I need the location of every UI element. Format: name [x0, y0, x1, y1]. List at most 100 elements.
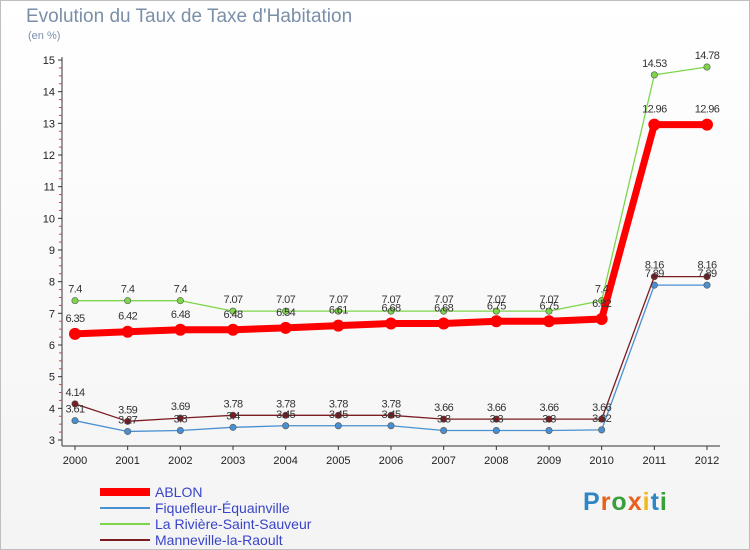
x-tick-label: 2005	[326, 455, 350, 467]
y-tick-label: 10	[43, 213, 55, 225]
series-point-0	[69, 327, 81, 340]
y-tick-label: 9	[49, 245, 55, 257]
series-point-0	[701, 118, 713, 131]
x-tick-label: 2006	[379, 455, 403, 467]
y-tick-label: 14	[43, 87, 55, 99]
data-label: 3.27	[118, 414, 137, 426]
chart-subtitle: (en %)	[28, 30, 61, 42]
series-point-1	[282, 422, 290, 430]
x-tick-label: 2009	[537, 455, 561, 467]
data-label: 3.61	[65, 404, 84, 416]
series-point-2	[387, 307, 395, 315]
data-label: 7.07	[381, 294, 400, 306]
data-label: 14.53	[642, 58, 667, 70]
data-label: 3.4	[226, 410, 240, 422]
data-label: 3.3	[437, 414, 451, 426]
data-label: 8.16	[645, 260, 664, 272]
logo-letter: i	[642, 488, 651, 516]
y-tick-label: 12	[43, 150, 55, 162]
data-label: 3.45	[381, 409, 400, 421]
series-point-0	[279, 321, 292, 334]
series-point-0	[227, 323, 239, 336]
x-tick-label: 2004	[273, 455, 297, 467]
data-label: 3.69	[171, 401, 190, 413]
series-point-0	[543, 315, 555, 328]
data-label: 4.14	[65, 387, 84, 399]
data-label: 12.96	[695, 104, 720, 116]
data-label: 14.78	[695, 50, 720, 62]
logo-letter: x	[627, 488, 643, 516]
series-point-0	[174, 323, 187, 336]
data-label: 12.96	[642, 104, 667, 116]
data-label: 6.75	[539, 300, 558, 312]
series-point-2	[124, 297, 132, 305]
data-label: 3.78	[329, 398, 348, 410]
data-label: 3.66	[487, 402, 506, 414]
x-tick-label: 2001	[115, 455, 139, 467]
data-label: 7.4	[174, 284, 188, 296]
data-label: 7.07	[434, 294, 453, 306]
series-point-0	[437, 317, 450, 330]
series-point-0	[595, 313, 608, 326]
logo-letter: o	[611, 488, 628, 516]
data-label: 6.48	[223, 309, 242, 321]
logo-letter: t	[650, 488, 660, 516]
series-point-2	[229, 307, 237, 315]
x-tick-label: 2012	[695, 455, 719, 467]
data-label: 3.78	[276, 398, 295, 410]
y-tick-label: 13	[43, 118, 55, 130]
legend-swatch	[100, 523, 150, 525]
series-point-2	[282, 307, 290, 315]
series-point-3	[229, 411, 237, 419]
data-label: 6.68	[381, 302, 400, 314]
x-tick-label: 2000	[63, 455, 87, 467]
data-label: 7.07	[223, 294, 242, 306]
x-tick-label: 2003	[221, 455, 245, 467]
legend-swatch	[100, 488, 150, 496]
data-label: 6.54	[276, 307, 295, 319]
legend-label: La Rivière-Saint-Sauveur	[155, 516, 312, 532]
series-point-3	[124, 417, 132, 425]
series-point-2	[176, 297, 184, 305]
series-point-3	[703, 273, 711, 281]
series-point-1	[703, 281, 711, 289]
data-label: 3.45	[329, 409, 348, 421]
data-label: 6.75	[487, 300, 506, 312]
series-point-2	[440, 307, 448, 315]
logo-letter: r	[600, 488, 612, 516]
legend-label: Manneville-la-Raoult	[155, 532, 283, 548]
series-point-3	[492, 415, 500, 423]
legend-swatch	[100, 507, 150, 509]
data-label: 6.61	[329, 305, 348, 317]
series-point-3	[282, 411, 290, 419]
data-label: 6.42	[118, 311, 137, 323]
data-label: 7.4	[121, 284, 135, 296]
series-point-1	[387, 422, 395, 430]
logo-letter: i	[659, 488, 668, 516]
series-point-3	[650, 273, 658, 281]
data-label: 7.4	[595, 284, 609, 296]
data-label: 3.66	[539, 402, 558, 414]
series-point-3	[545, 415, 553, 423]
series-point-0	[121, 325, 134, 338]
x-tick-label: 2002	[168, 455, 192, 467]
series-point-2	[71, 297, 79, 305]
legend-label: ABLON	[155, 484, 203, 500]
y-tick-label: 3	[49, 435, 55, 447]
data-label: 7.07	[276, 294, 295, 306]
y-tick-label: 7	[49, 308, 55, 320]
legend-label: Fiquefleur-Équainville	[155, 500, 290, 516]
series-point-0	[332, 319, 345, 332]
y-tick-label: 11	[44, 182, 55, 194]
series-point-3	[71, 400, 79, 408]
series-point-2	[545, 307, 553, 315]
data-label: 6.48	[171, 309, 190, 321]
data-label: 8.16	[697, 260, 716, 272]
y-tick-label: 4	[49, 403, 55, 415]
y-tick-label: 15	[43, 55, 55, 67]
y-tick-label: 8	[49, 277, 55, 289]
series-point-3	[176, 414, 184, 422]
data-label: 7.07	[487, 294, 506, 306]
